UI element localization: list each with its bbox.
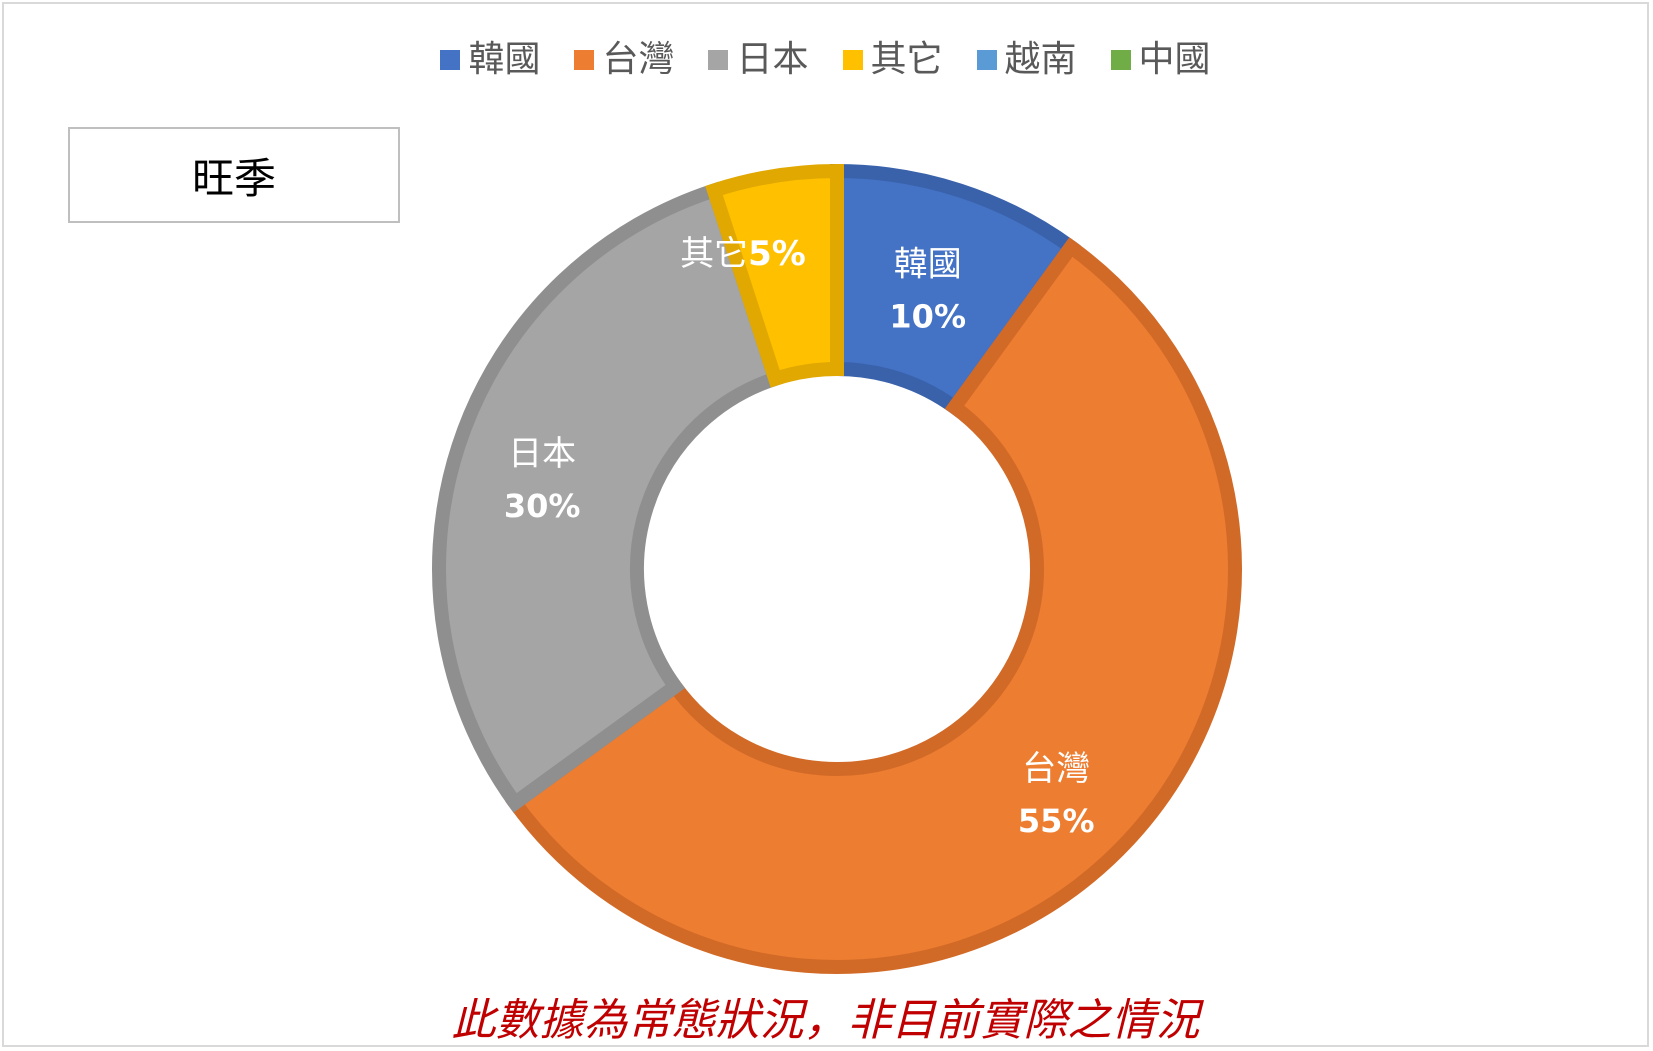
season-label: 旺季 <box>191 153 276 203</box>
season-label-box: 旺季 <box>68 127 400 223</box>
data-label-category: 台灣 <box>1022 749 1090 789</box>
data-label-value: 55% <box>1018 802 1095 840</box>
legend-label: 日本 <box>736 39 809 80</box>
legend-label: 越南 <box>1004 39 1077 80</box>
legend-item: 中國 <box>1110 39 1211 80</box>
data-label-value: 5% <box>748 234 806 274</box>
chart-legend: 韓國 台灣 日本 其它 越南 中國 <box>4 42 1647 78</box>
donut-slice-3 <box>705 163 844 388</box>
legend-swatch <box>1110 50 1131 70</box>
legend-swatch <box>574 50 595 70</box>
legend-swatch <box>976 50 997 70</box>
legend-item: 日本 <box>708 39 809 80</box>
data-label-category: 其它 <box>680 234 748 274</box>
data-label: 其它5% <box>680 234 806 274</box>
legend-item: 其它 <box>842 39 943 80</box>
data-label-value: 10% <box>889 298 966 336</box>
data-label-category: 日本 <box>508 434 576 474</box>
data-label-category: 韓國 <box>894 245 962 285</box>
legend-label: 韓國 <box>468 39 541 80</box>
legend-item: 韓國 <box>440 42 540 78</box>
donut-slice-0 <box>830 163 1081 417</box>
legend-item: 台灣 <box>574 42 674 78</box>
footnote: 此數據為常態狀況，非目前實際之情況 <box>451 995 1200 1046</box>
donut-chart: 韓國 10% 台灣 55% 日本 30% 其它5% <box>432 163 1242 974</box>
legend-label: 台灣 <box>602 39 675 80</box>
legend-swatch <box>440 50 461 70</box>
legend-label: 中國 <box>1138 39 1211 80</box>
donut-slice-2 <box>432 181 785 813</box>
legend-swatch <box>842 50 863 70</box>
legend-label: 其它 <box>870 39 943 80</box>
legend-swatch <box>708 50 729 70</box>
legend-item: 越南 <box>976 39 1077 80</box>
data-label-value: 30% <box>504 487 581 525</box>
donut-slice-1 <box>505 237 1242 974</box>
